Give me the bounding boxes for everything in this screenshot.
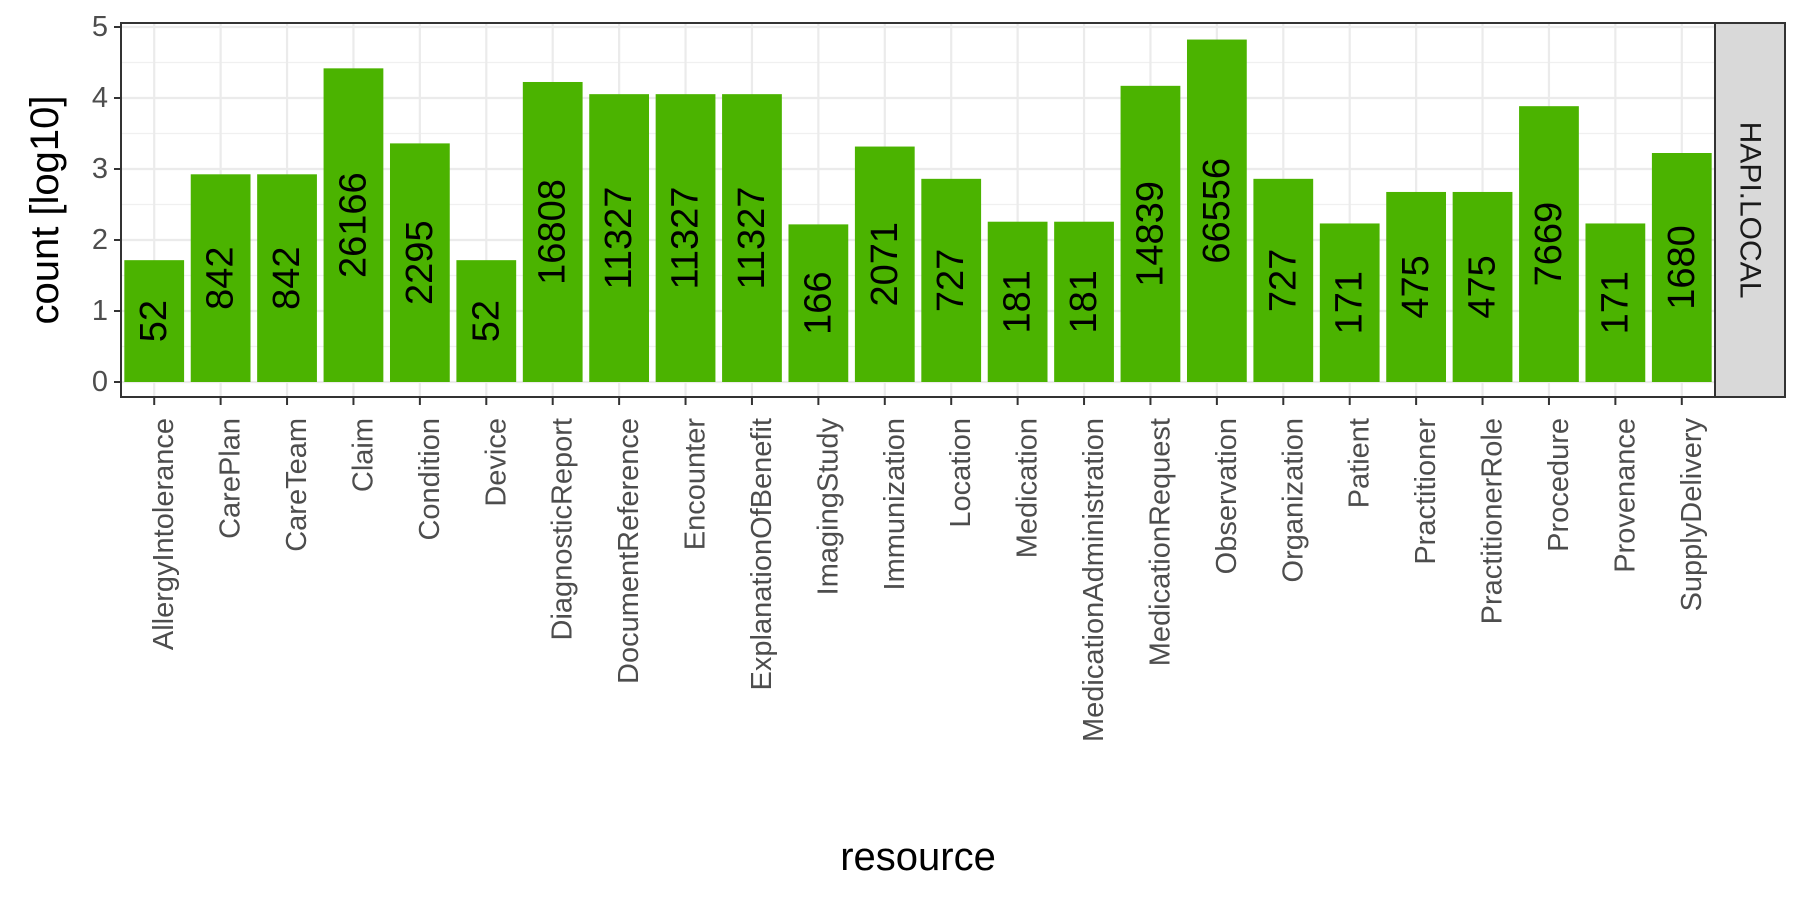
bar [1519,106,1579,383]
y-axis: 0 1 2 3 4 5 [92,11,121,398]
y-tick-label: 5 [92,11,108,43]
x-tick-label: Organization [1277,418,1309,582]
plot-panel-background [121,23,1715,397]
bar-value-label: 842 [266,246,308,309]
x-tick-label: Immunization [879,418,911,590]
bar-value-label: 16808 [532,179,574,285]
x-tick-label: Medication [1012,418,1044,558]
bar [589,94,650,383]
bar-value-label: 727 [1262,249,1304,312]
x-tick-label: ImagingStudy [812,418,844,596]
x-tick-label: DiagnosticReport [547,418,579,640]
x-tick-label: Device [480,418,512,507]
bar-value-label: 727 [930,249,972,312]
bar-value-label: 11327 [731,187,773,290]
bar-value-label: 7669 [1528,202,1570,287]
bar-value-label: 52 [465,300,507,342]
x-tick-label: PractitionerRole [1477,418,1509,624]
bar-value-label: 52 [133,300,175,342]
x-tick-label: MedicationAdministration [1078,418,1110,742]
bar [655,94,716,383]
x-tick-label: Patient [1344,418,1376,508]
x-tick-label: SupplyDelivery [1676,418,1708,612]
x-tick-label: ExplanationOfBenefit [746,418,778,690]
bar-value-label: 14839 [1129,181,1171,287]
bar [921,178,982,382]
y-tick-label: 2 [92,224,108,256]
bar-value-label: 842 [200,246,242,309]
bar [1386,191,1447,382]
x-tick-label: Claim [347,418,379,492]
bar [854,146,915,382]
bar [456,260,517,382]
bar-value-label: 171 [1329,271,1371,334]
bar [190,174,251,382]
x-tick-label: Procedure [1543,418,1575,552]
bar-labels-group: 52 842 842 26166 2295 52 16808 11327 11327 11327 1… [133,158,1703,342]
bar [389,143,450,382]
x-tick-label: Location [945,418,977,528]
facet-strip-label: HAPI.LOCAL [1734,122,1767,299]
y-axis-title: count [log10] [23,95,67,324]
bar-value-label: 475 [1462,255,1504,318]
bar-value-label: 181 [997,270,1039,333]
facet-strip [1714,22,1786,398]
x-tick-label: Encounter [680,418,712,551]
grid-minor [121,61,1715,348]
x-tick-label: Provenance [1609,418,1641,573]
bar-value-label: 2071 [864,222,906,307]
bar [257,174,317,382]
bar-value-label: 181 [1063,270,1105,333]
bar [1452,191,1513,382]
y-tick-label: 3 [92,153,108,185]
bars-group [124,39,1712,383]
x-tick-label: Condition [414,418,446,541]
bar-value-label: 1680 [1661,225,1703,310]
bar [788,224,849,382]
bar-value-label: 11327 [665,187,707,290]
bar-value-label: 66556 [1196,158,1238,264]
bar [1651,153,1712,382]
bar [987,221,1048,382]
x-tick-label: CarePlan [215,418,247,539]
bar [1120,85,1181,383]
bar [522,81,583,383]
bar [124,260,185,382]
bar-value-label: 166 [797,271,839,334]
bar-value-label: 475 [1395,255,1437,318]
x-tick-label: DocumentReference [613,418,645,684]
y-tick-label: 4 [92,82,108,114]
x-tick-label: Practitioner [1410,418,1442,565]
x-tick-label: CareTeam [281,418,313,552]
bar [1186,39,1247,382]
y-tick-label: 0 [92,366,108,398]
x-tick-label: AllergyIntolerance [148,418,180,650]
bar [1585,223,1646,382]
bar [1253,178,1314,382]
y-tick-label: 1 [92,295,108,327]
x-axis-title: resource [840,835,996,879]
bar [722,94,782,383]
x-tick-label: Observation [1211,418,1243,574]
bar [1319,223,1380,382]
x-axis: AllergyIntolerance CarePlan CareTeam Claim C… [148,397,1708,742]
bar-value-label: 26166 [332,172,374,278]
bar-value-label: 11327 [598,187,640,290]
x-tick-label: MedicationRequest [1144,418,1176,666]
bar [1054,221,1114,382]
bar [323,68,384,383]
bar-value-label: 2295 [399,220,441,305]
bar-value-label: 171 [1594,271,1636,334]
